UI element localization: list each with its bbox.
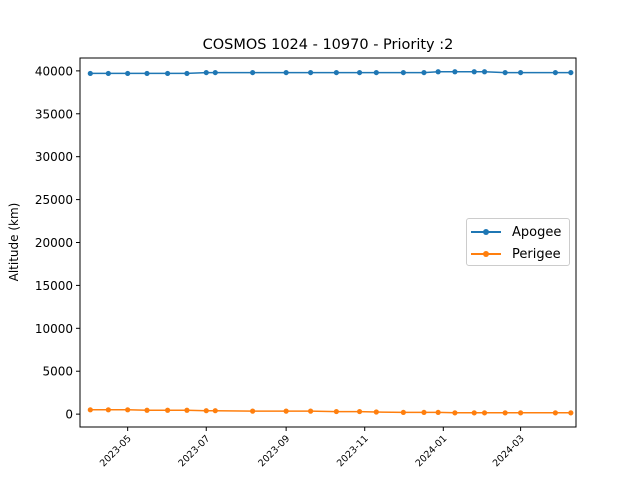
data-point-apogee bbox=[452, 69, 458, 75]
y-axis-label: Altitude (km) bbox=[7, 203, 21, 282]
data-point-apogee bbox=[502, 69, 508, 76]
data-point-perigee bbox=[283, 408, 289, 414]
data-point-perigee bbox=[552, 410, 558, 416]
data-point-perigee bbox=[373, 409, 379, 415]
series-line-apogee bbox=[90, 70, 571, 75]
data-point-apogee bbox=[471, 69, 477, 75]
x-tick-label: 2023-09 bbox=[256, 433, 292, 469]
x-tick-label: 2024-03 bbox=[491, 433, 527, 469]
data-point-perigee bbox=[250, 408, 256, 414]
x-tick-label: 2023-05 bbox=[98, 433, 134, 469]
legend-item-perigee: Perigee bbox=[471, 244, 561, 264]
plot-frame bbox=[79, 57, 577, 428]
data-point-apogee bbox=[568, 69, 574, 76]
data-point-apogee bbox=[203, 69, 209, 76]
y-tick-label: 20000 bbox=[35, 236, 73, 250]
data-point-perigee bbox=[452, 410, 458, 416]
y-tick-label: 15000 bbox=[35, 279, 73, 293]
data-point-perigee bbox=[105, 407, 111, 413]
data-point-perigee bbox=[481, 410, 488, 416]
data-point-apogee bbox=[518, 69, 524, 76]
data-point-perigee bbox=[435, 409, 441, 416]
legend-item-apogee: Apogee bbox=[471, 222, 561, 242]
y-tick-label: 25000 bbox=[35, 193, 73, 207]
data-point-perigee bbox=[87, 407, 93, 413]
y-tick-label: 35000 bbox=[35, 107, 73, 121]
data-point-apogee bbox=[283, 69, 289, 76]
data-point-apogee bbox=[125, 70, 131, 77]
data-point-perigee bbox=[518, 410, 524, 416]
data-point-perigee bbox=[125, 407, 131, 413]
y-tick-label: 10000 bbox=[35, 322, 73, 336]
legend-swatch-perigee bbox=[471, 248, 501, 260]
legend-swatch-apogee bbox=[471, 226, 501, 238]
data-point-apogee bbox=[250, 69, 256, 76]
data-point-perigee bbox=[212, 408, 218, 414]
data-point-apogee bbox=[144, 70, 150, 77]
legend-label-perigee: Perigee bbox=[512, 246, 561, 262]
data-point-perigee bbox=[502, 410, 508, 416]
data-point-perigee bbox=[203, 408, 209, 414]
legend-label-apogee: Apogee bbox=[512, 224, 562, 240]
data-point-perigee bbox=[333, 408, 339, 415]
data-point-apogee bbox=[356, 69, 363, 76]
data-point-perigee bbox=[356, 408, 363, 415]
x-tick-label: 2024-01 bbox=[414, 433, 450, 469]
data-point-apogee bbox=[435, 69, 441, 75]
data-point-apogee bbox=[400, 69, 406, 76]
y-axis-ticks: 0 5000 10000 15000 20000 25000 30000 35000 40000 bbox=[35, 64, 80, 422]
chart-title: COSMOS 1024 - 10970 - Priority :2 bbox=[203, 37, 454, 53]
data-point-apogee bbox=[87, 70, 93, 77]
data-point-perigee bbox=[184, 407, 190, 413]
y-tick-label: 5000 bbox=[42, 365, 73, 379]
series-line-perigee bbox=[90, 409, 571, 414]
x-tick-label: 2023-07 bbox=[177, 433, 213, 469]
data-point-apogee bbox=[105, 70, 111, 77]
y-tick-label: 0 bbox=[65, 408, 73, 422]
data-point-perigee bbox=[421, 409, 427, 416]
y-tick-label: 40000 bbox=[35, 64, 73, 78]
x-axis-ticks: 2023-05 2023-07 2023-09 2023-11 2024-01 2024-… bbox=[98, 427, 527, 469]
data-point-perigee bbox=[308, 408, 314, 414]
data-point-apogee bbox=[373, 69, 379, 76]
data-point-perigee bbox=[165, 407, 171, 413]
y-tick-label: 30000 bbox=[35, 150, 73, 164]
data-point-apogee bbox=[165, 70, 171, 77]
data-point-perigee bbox=[144, 407, 150, 413]
data-point-apogee bbox=[184, 70, 190, 77]
data-point-perigee bbox=[471, 410, 477, 416]
plot-area bbox=[87, 69, 574, 416]
legend: Apogee Perigee bbox=[466, 218, 570, 266]
data-point-apogee bbox=[308, 69, 314, 76]
data-point-perigee bbox=[400, 409, 406, 416]
data-point-apogee bbox=[552, 69, 558, 76]
data-point-apogee bbox=[333, 69, 339, 76]
data-point-apogee bbox=[421, 69, 427, 76]
x-tick-label: 2023-11 bbox=[335, 433, 371, 469]
data-point-apogee bbox=[481, 69, 488, 75]
data-point-apogee bbox=[212, 69, 218, 76]
data-point-perigee bbox=[568, 410, 574, 416]
